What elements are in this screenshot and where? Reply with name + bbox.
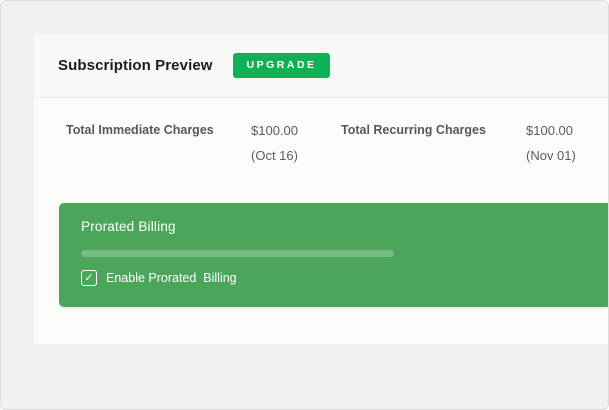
- page-title: Subscription Preview: [58, 57, 213, 74]
- enable-prorated-billing-row[interactable]: ✓ Enable Prorated Billing: [81, 270, 608, 286]
- immediate-charges-label: Total Immediate Charges: [66, 123, 214, 137]
- enable-prorated-billing-label: Enable Prorated Billing: [106, 271, 237, 285]
- recurring-charges-label: Total Recurring Charges: [341, 123, 486, 137]
- recurring-charges-value: $100.00 (Nov 01): [526, 123, 608, 163]
- immediate-charges-amount: $100.00: [251, 123, 298, 138]
- immediate-charges-value: $100.00 (Oct 16): [251, 123, 341, 163]
- recurring-charges-date: (Nov 01): [526, 147, 576, 163]
- prorated-billing-card: Prorated Billing ✓ Enable Prorated Billi…: [59, 203, 608, 307]
- immediate-charges-date: (Oct 16): [251, 147, 298, 163]
- upgrade-badge: UPGRADE: [232, 53, 330, 78]
- card-header: Subscription Preview UPGRADE: [34, 34, 608, 98]
- progress-bar: [81, 250, 394, 257]
- checkmark-icon: ✓: [84, 271, 94, 284]
- recurring-charges-amount: $100.00: [526, 123, 573, 138]
- enable-prorated-billing-checkbox[interactable]: ✓: [81, 270, 97, 286]
- charges-summary: Total Immediate Charges $100.00 (Oct 16)…: [34, 98, 608, 163]
- prorated-billing-title: Prorated Billing: [81, 219, 176, 234]
